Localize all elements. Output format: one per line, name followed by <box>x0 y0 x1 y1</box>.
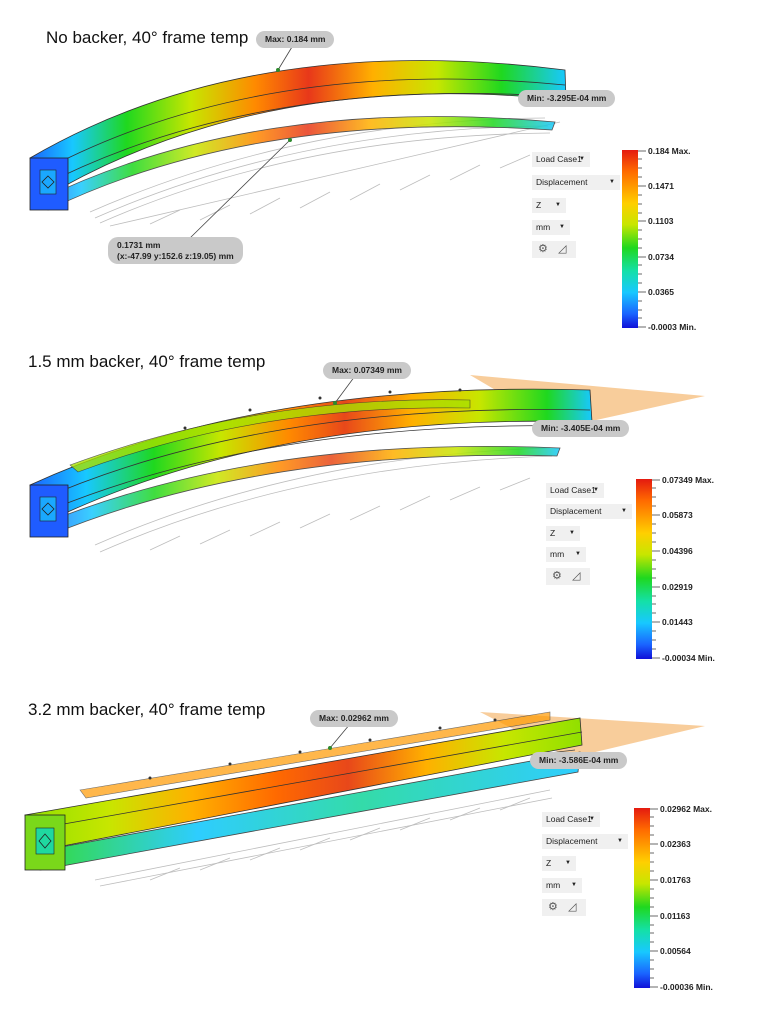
panel-title: 1.5 mm backer, 40° frame temp <box>28 352 266 371</box>
chevron-down-icon: ▼ <box>575 551 581 557</box>
legend-label: 0.02919 <box>662 582 693 592</box>
result-type-select[interactable]: Displacement ▼ <box>546 504 632 519</box>
load-case-select[interactable]: Load Case1 ▼ <box>532 152 590 167</box>
legend-label: 0.05873 <box>662 510 693 520</box>
max-callout: Max: 0.184 mm <box>256 31 335 48</box>
legend-label-min: -0.00034 Min. <box>662 653 715 663</box>
legend-label: 0.01443 <box>662 617 693 627</box>
panel-title: No backer, 40° frame temp <box>46 28 249 47</box>
ruler-triangle-icon[interactable]: ◿ <box>558 243 567 255</box>
legend-label-min: -0.00036 Min. <box>660 982 713 992</box>
chevron-down-icon: ▼ <box>579 156 585 162</box>
model-viewport-1[interactable] <box>0 0 620 340</box>
units-select[interactable]: mm ▼ <box>532 220 570 235</box>
legend-label: 0.02363 <box>660 839 691 849</box>
result-type-select[interactable]: Displacement ▼ <box>532 175 620 190</box>
view-tools: ⚙ ◿ <box>532 241 576 258</box>
probe-value: 0.1731 mm <box>117 240 161 250</box>
result-type-select[interactable]: Displacement ▼ <box>542 834 628 849</box>
units-select[interactable]: mm ▼ <box>546 547 586 562</box>
legend-label: 0.0734 <box>648 252 674 262</box>
ruler-triangle-icon[interactable]: ◿ <box>572 570 581 582</box>
max-callout: Max: 0.07349 mm <box>323 362 411 379</box>
gear-icon[interactable]: ⚙ <box>548 901 558 913</box>
probe-callout: 0.1731 mm (x:-47.99 y:152.6 z:19.05) mm <box>108 237 243 265</box>
gear-icon[interactable]: ⚙ <box>552 570 562 582</box>
legend-label-max: 0.184 Max. <box>648 146 691 156</box>
model-viewport-3[interactable] <box>0 690 720 1010</box>
load-case-select[interactable]: Load Case1 ▼ <box>546 483 604 498</box>
extrusion-model <box>29 60 567 211</box>
view-tools: ⚙ ◿ <box>546 568 590 585</box>
load-case-select[interactable]: Load Case1 ▼ <box>542 812 600 827</box>
extrusion-model <box>24 711 583 871</box>
legend-label: 0.01163 <box>660 911 691 921</box>
legend-label: 0.01763 <box>660 875 691 885</box>
min-callout: Min: -3.586E-04 mm <box>530 752 628 769</box>
legend-label: 0.00564 <box>660 946 691 956</box>
max-callout: Max: 0.02962 mm <box>310 710 398 727</box>
legend-label: 0.04396 <box>662 546 693 556</box>
legend-color-bar <box>634 808 650 988</box>
chevron-down-icon: ▼ <box>569 530 575 536</box>
legend-ticks <box>652 479 660 659</box>
component-select[interactable]: Z ▼ <box>532 198 566 213</box>
legend-label-min: -0.0003 Min. <box>648 322 697 332</box>
chevron-down-icon: ▼ <box>617 838 623 844</box>
probe-coords: (x:-47.99 y:152.6 z:19.05) mm <box>117 250 234 261</box>
legend-ticks <box>638 150 646 328</box>
extrusion-model <box>29 388 593 538</box>
chevron-down-icon: ▼ <box>559 224 565 230</box>
chevron-down-icon: ▼ <box>609 179 615 185</box>
view-tools: ⚙ ◿ <box>542 899 586 916</box>
gear-icon[interactable]: ⚙ <box>538 243 548 255</box>
min-callout: Min: -3.405E-04 mm <box>532 420 630 437</box>
component-select[interactable]: Z ▼ <box>542 856 576 871</box>
legend-label-max: 0.07349 Max. <box>662 475 714 485</box>
result-panel-3: 3.2 mm backer, 40° frame temp Max: 0.029… <box>0 690 764 1020</box>
chevron-down-icon: ▼ <box>571 882 577 888</box>
model-viewport-2[interactable] <box>0 340 720 675</box>
chevron-down-icon: ▼ <box>589 816 595 822</box>
legend-color-bar <box>636 479 652 659</box>
frame-grid <box>94 789 553 887</box>
units-select[interactable]: mm ▼ <box>542 878 582 893</box>
ruler-triangle-icon[interactable]: ◿ <box>568 901 577 913</box>
legend-ticks <box>650 808 658 988</box>
legend-label: 0.1103 <box>648 216 674 226</box>
min-callout: Min: -3.295E-04 mm <box>518 90 616 107</box>
legend-color-bar <box>622 150 638 328</box>
chevron-down-icon: ▼ <box>621 508 627 514</box>
legend-label-max: 0.02962 Max. <box>660 804 712 814</box>
legend-label: 0.1471 <box>648 181 674 191</box>
panel-title: 3.2 mm backer, 40° frame temp <box>28 700 266 719</box>
result-panel-1: No backer, 40° frame temp Max: 0.184 mm … <box>0 0 764 340</box>
legend-label: 0.0365 <box>648 287 674 297</box>
chevron-down-icon: ▼ <box>565 860 571 866</box>
result-panel-2: 1.5 mm backer, 40° frame temp Max: 0.073… <box>0 340 764 675</box>
chevron-down-icon: ▼ <box>593 487 599 493</box>
chevron-down-icon: ▼ <box>555 202 561 208</box>
section-plane <box>480 712 705 758</box>
component-select[interactable]: Z ▼ <box>546 526 580 541</box>
